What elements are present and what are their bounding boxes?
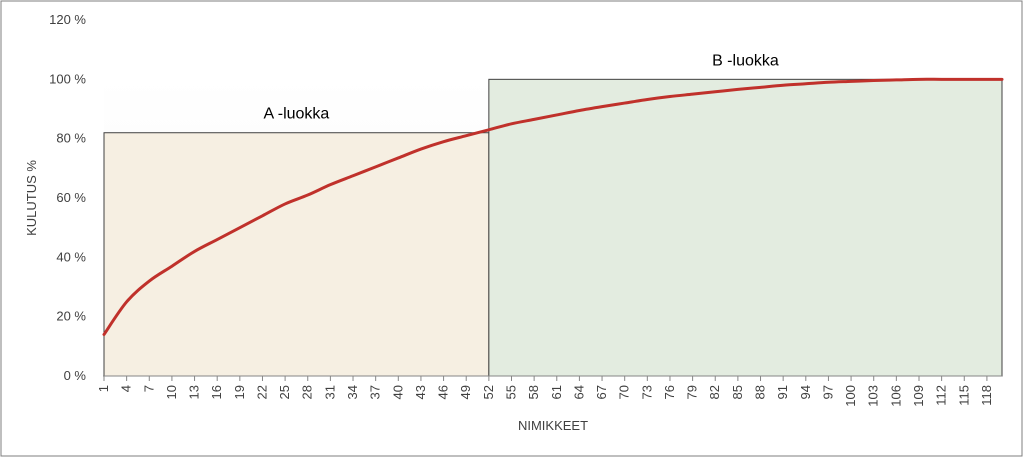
x-tick-label: 100 xyxy=(843,385,858,407)
x-tick-label: 13 xyxy=(187,385,202,399)
x-tick-label: 79 xyxy=(685,385,700,399)
x-tick-label: 40 xyxy=(390,385,405,399)
x-tick-label: 94 xyxy=(798,385,813,399)
x-tick-label: 22 xyxy=(254,385,269,399)
region-a-label: A -luokka xyxy=(264,106,330,123)
x-tick-label: 64 xyxy=(571,385,586,399)
x-tick-label: 73 xyxy=(639,385,654,399)
x-tick-label: 82 xyxy=(707,385,722,399)
x-tick-label: 109 xyxy=(911,385,926,407)
x-tick-label: 61 xyxy=(549,385,564,399)
x-tick-label: 103 xyxy=(866,385,881,407)
x-tick-label: 49 xyxy=(458,385,473,399)
y-tick-label: 20 % xyxy=(56,309,86,324)
y-tick-label: 100 % xyxy=(49,71,86,86)
x-tick-label: 28 xyxy=(300,385,315,399)
x-tick-label: 31 xyxy=(322,385,337,399)
x-tick-label: 19 xyxy=(232,385,247,399)
series-line xyxy=(102,77,1004,336)
x-tick-label: 67 xyxy=(594,385,609,399)
x-tick-label: 34 xyxy=(345,385,360,399)
y-tick-label: 60 % xyxy=(56,190,86,205)
y-tick-label: 80 % xyxy=(56,131,86,146)
x-tick-label: 118 xyxy=(979,385,994,406)
x-tick-label: 115 xyxy=(956,385,971,406)
x-tick-label: 97 xyxy=(820,385,835,399)
region-b-box xyxy=(488,78,1003,377)
x-tick-label: 16 xyxy=(209,385,224,399)
x-tick-label: 88 xyxy=(753,385,768,399)
region-b-label: B -luokka xyxy=(712,52,779,69)
x-tick-label: 25 xyxy=(277,385,292,399)
y-tick-label: 0 % xyxy=(64,368,87,383)
x-tick-label: 70 xyxy=(617,385,632,399)
x-tick-label: 37 xyxy=(368,385,383,399)
x-axis-title: NIMIKKEET xyxy=(518,418,588,433)
x-tick-label: 1 xyxy=(96,385,111,392)
x-tick-label: 55 xyxy=(503,385,518,399)
region-a-box xyxy=(103,132,490,377)
x-tick-label: 112 xyxy=(934,385,949,406)
x-tick-label: 106 xyxy=(888,385,903,407)
x-tick-label: 85 xyxy=(730,385,745,399)
x-tick-label: 43 xyxy=(413,385,428,399)
x-tick-label: 7 xyxy=(141,385,156,392)
y-tick-label: 120 % xyxy=(49,12,86,27)
x-tick-label: 4 xyxy=(119,385,134,392)
y-axis-title: KULUTUS % xyxy=(24,160,39,236)
y-tick-label: 40 % xyxy=(56,249,86,264)
x-tick-label: 10 xyxy=(164,385,179,399)
x-tick-label: 52 xyxy=(481,385,496,399)
x-tick-label: 91 xyxy=(775,385,790,399)
x-tick-label: 46 xyxy=(436,385,451,399)
x-tick-label: 58 xyxy=(526,385,541,399)
x-tick-label: 76 xyxy=(662,385,677,399)
